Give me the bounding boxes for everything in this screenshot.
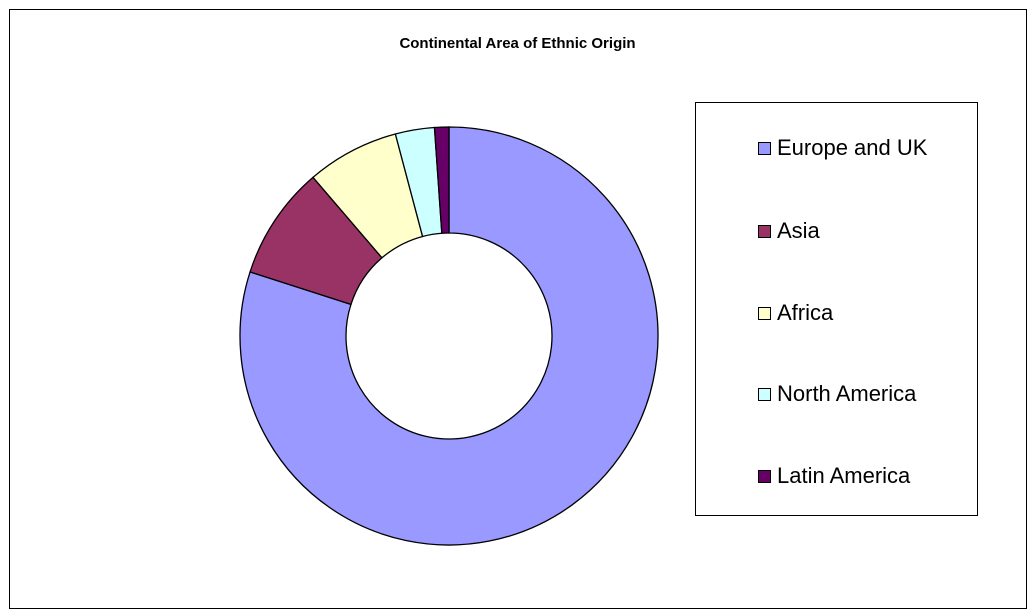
donut-chart bbox=[239, 126, 659, 546]
legend-swatch bbox=[758, 469, 771, 483]
legend-swatch bbox=[758, 387, 771, 401]
legend-label: Latin America bbox=[777, 463, 911, 488]
legend-item: North America bbox=[758, 379, 916, 409]
legend-swatch bbox=[758, 141, 771, 155]
legend-item: Europe and UK bbox=[758, 133, 927, 163]
legend-label: North America bbox=[777, 381, 917, 406]
legend-item: Asia bbox=[758, 216, 820, 246]
donut-slice-europe-and-uk bbox=[239, 126, 659, 546]
chart-title: Continental Area of Ethnic Origin bbox=[399, 35, 636, 52]
legend-label: Africa bbox=[777, 300, 834, 325]
legend: Europe and UK Asia Africa North America Lati… bbox=[695, 102, 978, 516]
legend-item: Latin America bbox=[758, 461, 910, 491]
donut-slice-latin-america bbox=[433, 126, 450, 234]
legend-label: Europe and UK bbox=[777, 135, 928, 160]
legend-label: Asia bbox=[777, 218, 820, 243]
legend-swatch bbox=[758, 224, 771, 238]
legend-swatch bbox=[758, 306, 771, 320]
legend-item: Africa bbox=[758, 298, 833, 328]
